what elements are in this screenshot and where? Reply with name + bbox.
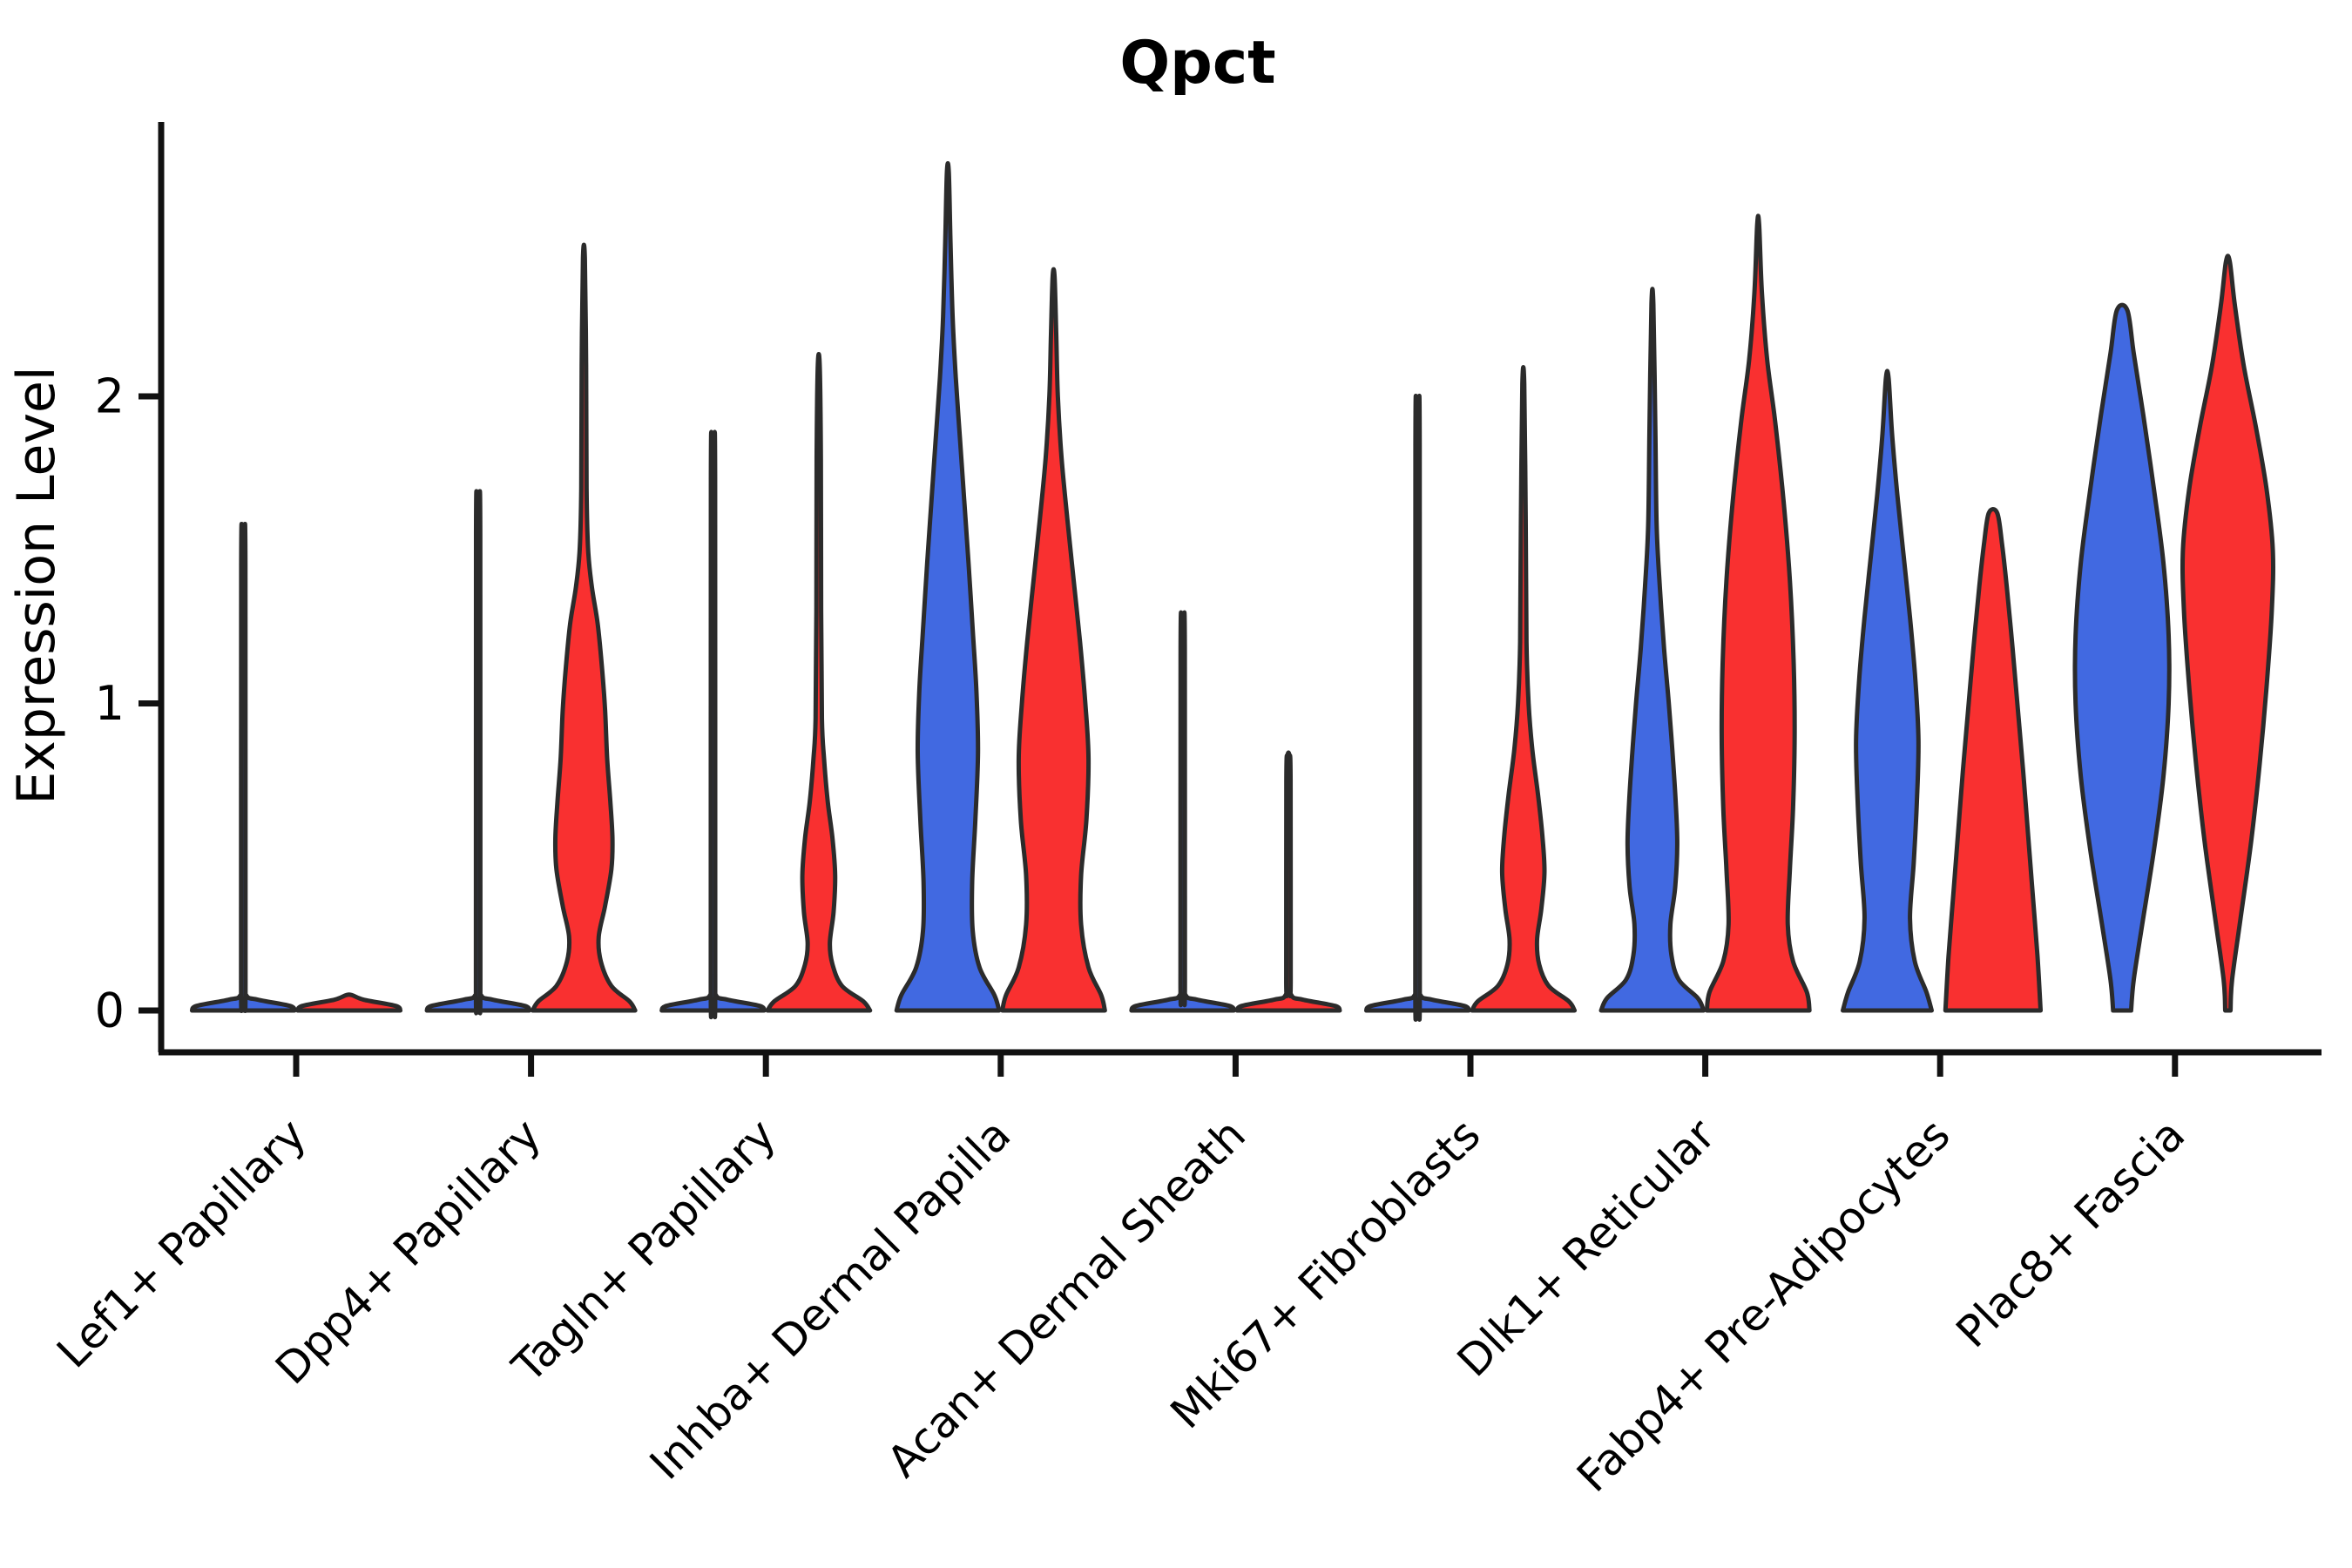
violin-red-8: [1943, 507, 2044, 1013]
violin-blue-5: [1129, 610, 1237, 1013]
y-tick-label: 2: [95, 369, 125, 424]
violins: [189, 161, 2275, 1022]
violin-blue-6: [1363, 393, 1471, 1022]
violin-red-1: [295, 992, 403, 1013]
x-tick-label: Lef1+ Papillary: [47, 1109, 315, 1377]
y-tick-labels: 0 1 2: [95, 369, 161, 1038]
violin-red-7: [1704, 213, 1812, 1013]
violin-red-6: [1470, 365, 1578, 1013]
x-tick-label: Plac8+ Fascia: [1947, 1109, 2195, 1357]
violin-blue-4: [894, 161, 1002, 1013]
axes: [158, 122, 2322, 1056]
violin-blue-3: [659, 429, 767, 1019]
x-tick-label: Dlk1+ Reticular: [1448, 1109, 1725, 1386]
violin-red-2: [530, 242, 638, 1013]
x-tick-label: Fabp4+ Pre-Adipocytes: [1567, 1109, 1960, 1502]
violin-red-4: [1000, 267, 1107, 1013]
violin-blue-7: [1598, 287, 1707, 1013]
plot-title: Qpct: [1119, 29, 1275, 98]
violin-blue-2: [424, 489, 532, 1016]
violin-red-9: [2180, 253, 2275, 1013]
violin-blue-8: [1841, 368, 1934, 1013]
y-tick-label: 1: [95, 676, 125, 731]
violin-blue-1: [189, 522, 297, 1013]
y-tick-label: 0: [95, 983, 125, 1038]
violin-red-5: [1234, 750, 1342, 1013]
y-axis-label: Expression Level: [6, 366, 67, 804]
violin-blue-9: [2072, 302, 2172, 1013]
violin-red-3: [765, 352, 873, 1013]
